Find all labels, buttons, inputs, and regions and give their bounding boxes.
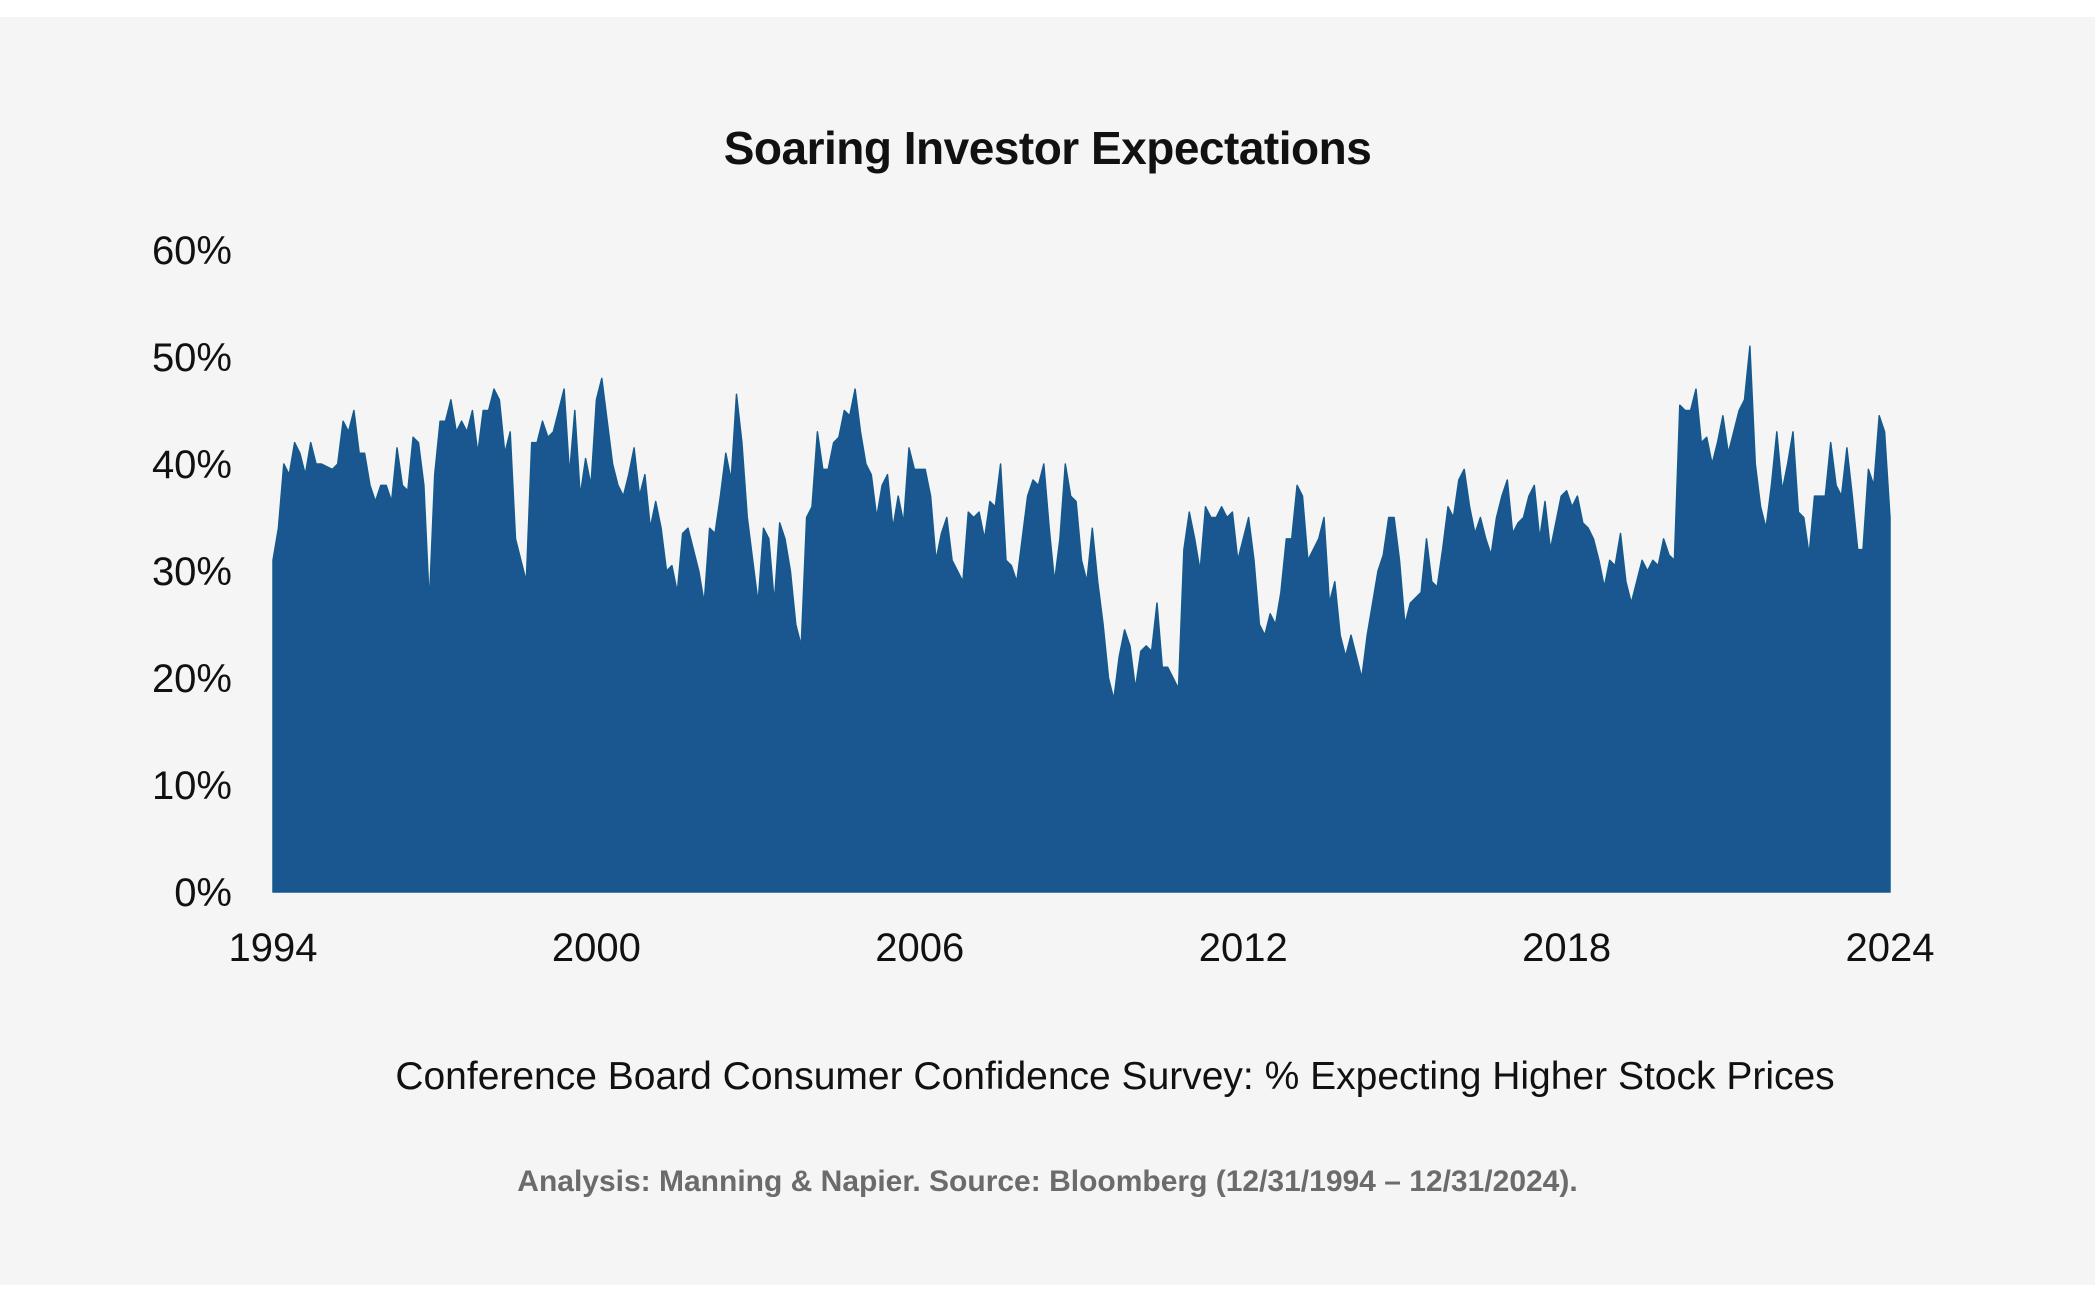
x-tick-label: 2024 [1846,926,1935,970]
x-axis-label: Conference Board Consumer Confidence Sur… [395,1055,1835,1098]
source-note: Analysis: Manning & Napier. Source: Bloo… [517,1165,1578,1198]
plot-area [272,345,1891,893]
x-tick-label: 2018 [1522,926,1611,970]
y-tick-label: 10% [152,764,232,808]
y-tick-label: 50% [152,336,232,380]
y-tick-label: 0% [174,871,232,915]
x-tick-label: 2006 [875,926,964,970]
x-tick-label: 2000 [552,926,641,970]
series-area [272,345,1891,893]
x-tick-label: 1994 [229,926,318,970]
y-tick-label: 40% [152,443,232,487]
y-tick-label: 20% [152,657,232,701]
y-axis-ticks: 0% 10% 20% 30% 40% 50% 60% [152,229,232,915]
x-tick-label: 2012 [1199,926,1288,970]
y-tick-label: 30% [152,550,232,594]
y-tick-label: 60% [152,229,232,273]
x-axis-ticks: 1994 2000 2006 2012 2018 2024 [229,926,1935,970]
chart-title: Soaring Investor Expectations [723,122,1372,174]
